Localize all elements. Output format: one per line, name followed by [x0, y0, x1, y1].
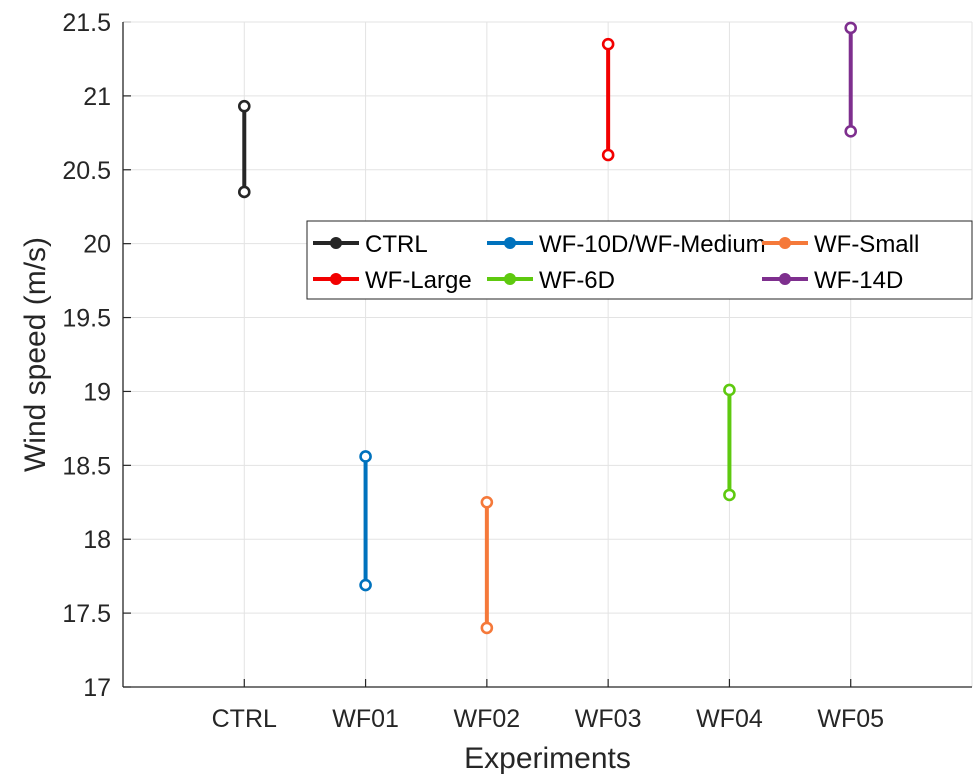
y-tick-label: 19.5: [62, 305, 111, 333]
axes: [122, 21, 973, 688]
y-tick-label: 19: [83, 378, 111, 406]
range-max-marker-wf05: [844, 21, 858, 35]
y-tick-labels: 17 17.5 18 18.5 19 19.5 20 20.5 21 21.5: [62, 9, 111, 702]
legend-box: [306, 220, 973, 300]
y-tick-label: 21: [83, 83, 111, 111]
y-tick-label: 20.5: [62, 157, 111, 185]
x-tick-label: WF05: [817, 705, 884, 733]
range-min-marker-wf01: [359, 578, 372, 592]
y-tick-label: 21.5: [62, 9, 111, 37]
y-tick-label: 17: [83, 674, 111, 702]
x-tick-label: WF01: [332, 705, 399, 733]
legend-swatch-marker: [330, 273, 342, 285]
x-tick-label: WF04: [696, 705, 763, 733]
y-tick-label: 17.5: [62, 600, 111, 628]
x-tick-label: WF03: [575, 705, 642, 733]
legend-swatch-marker: [504, 273, 516, 285]
x-tick-label: CTRL: [212, 705, 277, 733]
range-min-marker-wf03: [601, 148, 615, 162]
y-tick-label: 18: [83, 526, 111, 554]
y-tick-label: 20: [83, 231, 111, 259]
legend-label: WF-Small: [814, 231, 919, 258]
range-max-marker-wf04: [723, 383, 736, 397]
x-tick-label: WF02: [454, 705, 521, 733]
range-min-marker-wf04: [723, 488, 736, 502]
legend-label: WF-Large: [365, 267, 472, 294]
legend-label: WF-6D: [539, 267, 615, 294]
range-max-marker-ctrl: [237, 99, 251, 113]
plot-background: [123, 22, 972, 687]
legend-swatch-marker: [330, 237, 342, 249]
legend-swatch-marker: [779, 273, 791, 285]
series-marks: [237, 21, 858, 635]
range-min-marker-wf05: [844, 125, 858, 138]
y-axis-title: Wind speed (m/s): [19, 237, 52, 472]
legend-swatch-marker: [779, 237, 791, 249]
x-tick-labels: CTRL WF01 WF02 WF03 WF04 WF05: [212, 705, 884, 733]
range-max-marker-wf03: [601, 37, 615, 51]
x-axis-title: Experiments: [464, 742, 631, 775]
range-min-marker-ctrl: [237, 185, 251, 199]
legend-label: WF-10D/WF-Medium: [539, 231, 766, 258]
y-tick-label: 18.5: [62, 452, 111, 480]
legend-label: WF-14D: [814, 267, 903, 294]
range-min-marker-wf02: [480, 621, 494, 635]
range-max-marker-wf01: [359, 450, 372, 463]
legend: CTRL WF-10D/WF-Medium WF-Small WF-Large WF-6…: [306, 220, 973, 300]
legend-swatch-marker: [504, 237, 516, 249]
range-max-marker-wf02: [480, 495, 494, 509]
legend-label: CTRL: [365, 231, 428, 258]
